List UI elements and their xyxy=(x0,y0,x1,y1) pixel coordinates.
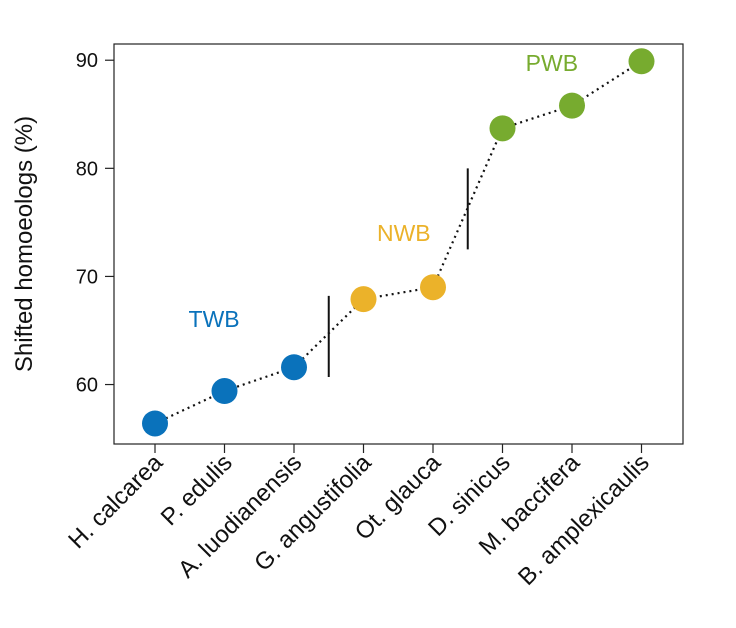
data-point xyxy=(420,274,446,301)
y-tick-label: 60 xyxy=(76,375,98,397)
data-point xyxy=(211,378,238,405)
group-separators xyxy=(327,168,469,377)
group-label: PWB xyxy=(526,50,578,76)
data-point xyxy=(281,354,307,381)
y-tick-label: 90 xyxy=(76,50,98,72)
data-points xyxy=(142,48,655,437)
x-category-label: B. amplexicaulis xyxy=(513,449,655,591)
y-tick-label: 70 xyxy=(76,266,98,288)
data-point xyxy=(142,410,168,437)
data-point xyxy=(559,92,585,119)
group-label: TWB xyxy=(189,306,240,332)
y-tick-label: 80 xyxy=(76,158,98,180)
y-axis: 60 70 80 90 xyxy=(76,50,114,397)
x-category-label: A. luodianensis xyxy=(173,449,307,583)
group-labels: TWB NWB PWB xyxy=(189,50,579,332)
group-label: NWB xyxy=(377,220,431,246)
y-axis-title: Shifted homoeologs (%) xyxy=(11,116,38,372)
plot-frame xyxy=(113,43,684,445)
x-category-label: H. calcarea xyxy=(63,449,168,554)
data-point xyxy=(489,115,516,142)
data-point xyxy=(350,286,377,313)
data-point xyxy=(628,48,655,75)
